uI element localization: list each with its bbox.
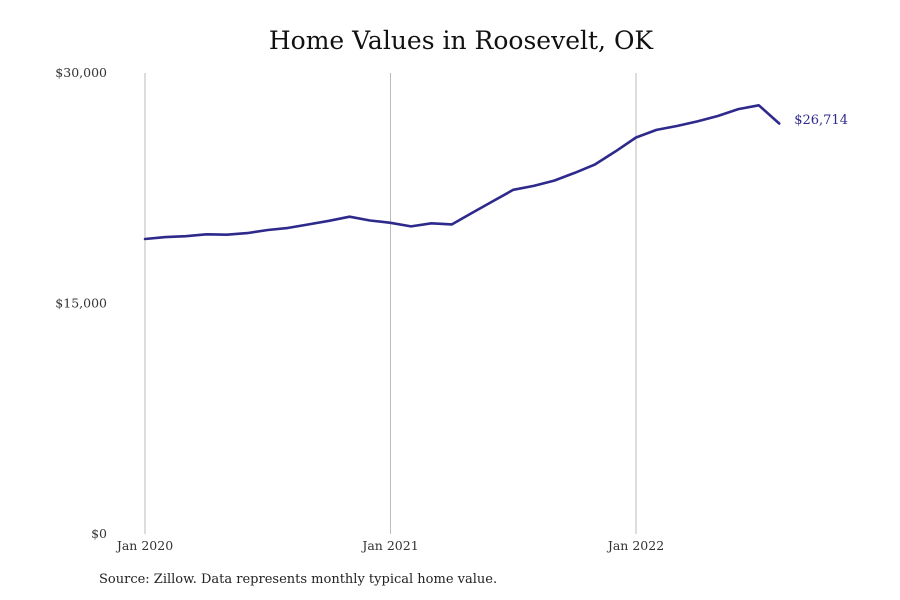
chart-title: Home Values in Roosevelt, OK (268, 26, 654, 55)
y-axis-ticks: $0 $15,000 $30,000 (55, 65, 107, 541)
source-note: Source: Zillow. Data represents monthly … (99, 572, 498, 587)
x-tick-label: Jan 2020 (115, 538, 173, 553)
grid-layer (144, 73, 637, 534)
x-tick-label: Jan 2021 (360, 538, 418, 553)
y-tick-label: $0 (91, 526, 107, 541)
y-tick-label: $15,000 (55, 296, 107, 311)
y-tick-label: $30,000 (55, 65, 107, 80)
end-value-label: $26,714 (794, 113, 848, 128)
x-axis-ticks: Jan 2020 Jan 2021 Jan 2022 (115, 538, 664, 553)
x-tick-label: Jan 2022 (606, 538, 664, 553)
series-layer: $26,714 (143, 104, 848, 241)
series-line (143, 104, 781, 241)
